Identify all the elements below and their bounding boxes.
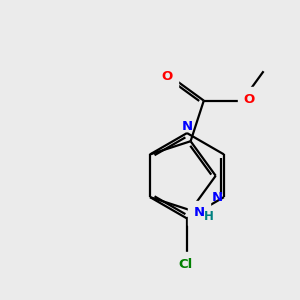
Text: N: N bbox=[193, 206, 204, 219]
Text: H: H bbox=[204, 210, 214, 223]
Text: N: N bbox=[182, 120, 193, 133]
Text: N: N bbox=[212, 190, 223, 204]
Text: O: O bbox=[161, 70, 172, 83]
Text: O: O bbox=[243, 93, 254, 106]
Text: Cl: Cl bbox=[178, 258, 193, 271]
